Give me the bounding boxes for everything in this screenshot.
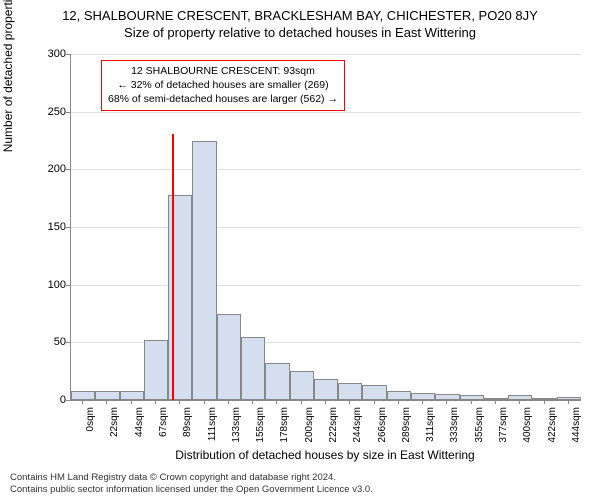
x-tick-mark [568,400,569,404]
histogram-chart: 12 SHALBOURNE CRESCENT: 93sqm← 32% of de… [70,54,581,401]
histogram-bar [532,398,556,400]
histogram-bar [387,391,411,400]
histogram-bar [290,371,314,400]
footer-attribution: Contains HM Land Registry data © Crown c… [10,472,590,496]
histogram-bar [265,363,289,400]
histogram-bar [71,391,95,400]
x-tick-mark [204,400,205,404]
x-tick-mark [374,400,375,404]
y-tick-mark [66,112,70,113]
grid-line [71,169,581,170]
histogram-bar [435,394,459,400]
x-tick-mark [398,400,399,404]
x-tick-mark [276,400,277,404]
y-tick-mark [66,169,70,170]
histogram-bar [314,379,338,400]
y-tick-mark [66,400,70,401]
x-tick-mark [495,400,496,404]
x-tick-mark [519,400,520,404]
footer-line-2: Contains public sector information licen… [10,484,590,496]
histogram-bar [241,337,265,400]
histogram-bar [557,397,581,400]
x-tick-mark [446,400,447,404]
property-marker-line [172,134,174,400]
page-subtitle: Size of property relative to detached ho… [0,23,600,40]
y-tick-label: 100 [48,279,66,291]
histogram-bar [508,395,532,400]
page-title: 12, SHALBOURNE CRESCENT, BRACKLESHAM BAY… [0,0,600,23]
histogram-bar [460,395,484,400]
x-tick-mark [228,400,229,404]
y-tick-mark [66,285,70,286]
info-box-line: 12 SHALBOURNE CRESCENT: 93sqm [108,64,338,78]
x-tick-mark [325,400,326,404]
y-tick-label: 300 [48,48,66,60]
x-tick-mark [471,400,472,404]
grid-line [71,54,581,55]
x-axis-label: Distribution of detached houses by size … [70,448,580,462]
histogram-bar [411,393,435,400]
y-tick-label: 250 [48,106,66,118]
y-axis-label: Number of detached properties [1,0,15,152]
y-tick-label: 150 [48,221,66,233]
grid-line [71,112,581,113]
histogram-bar [120,391,144,400]
x-tick-mark [106,400,107,404]
histogram-bar [338,383,362,400]
info-box: 12 SHALBOURNE CRESCENT: 93sqm← 32% of de… [101,60,345,111]
y-tick-label: 200 [48,163,66,175]
info-box-line: 68% of semi-detached houses are larger (… [108,92,338,106]
histogram-bar [144,340,168,400]
x-tick-mark [544,400,545,404]
info-box-line: ← 32% of detached houses are smaller (26… [108,78,338,92]
y-tick-mark [66,227,70,228]
x-tick-mark [131,400,132,404]
grid-line [71,285,581,286]
x-tick-mark [252,400,253,404]
histogram-bar [217,314,241,401]
y-tick-mark [66,54,70,55]
y-tick-label: 50 [54,336,66,348]
x-tick-mark [155,400,156,404]
footer-line-1: Contains HM Land Registry data © Crown c… [10,472,590,484]
histogram-bar [95,391,119,400]
y-tick-mark [66,342,70,343]
histogram-bar [362,385,386,400]
x-tick-mark [422,400,423,404]
x-tick-mark [349,400,350,404]
grid-line [71,227,581,228]
x-tick-mark [301,400,302,404]
x-tick-mark [82,400,83,404]
histogram-bar [192,141,216,401]
x-tick-mark [179,400,180,404]
